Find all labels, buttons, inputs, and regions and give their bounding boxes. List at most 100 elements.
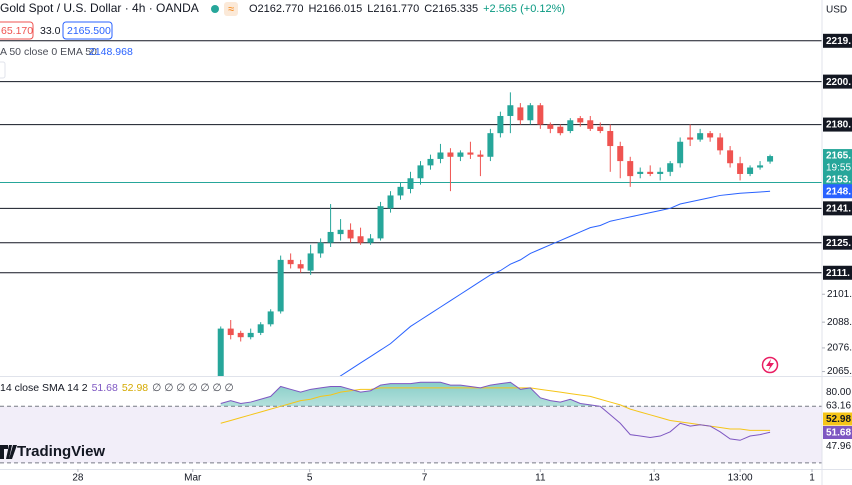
level-label: 2200. — [826, 77, 851, 88]
candle-body — [377, 206, 384, 239]
last-price: 2165. — [826, 151, 851, 162]
indicator-value: 2148.968 — [89, 46, 133, 58]
price-line-label-box — [823, 172, 852, 187]
rsi-axis-label: 47.96 — [826, 441, 851, 452]
close-value: C2165.335 — [424, 3, 478, 15]
candle-body — [217, 328, 224, 376]
candle-body — [737, 163, 744, 174]
candle-body — [277, 259, 284, 312]
level-label-box — [823, 235, 852, 250]
change-value: +2.565 (+0.12%) — [483, 3, 565, 15]
rsi-axis-label: 51.68 — [826, 428, 851, 439]
x-tick-label: 28 — [72, 473, 84, 484]
candle-body — [307, 253, 314, 271]
candle-body — [497, 115, 504, 134]
candle-body — [577, 118, 584, 123]
ema-line — [339, 190, 771, 376]
candle-body — [317, 242, 324, 254]
level-label: 2180. — [826, 120, 851, 131]
collapse-button[interactable] — [0, 61, 6, 79]
countdown: 19:55 — [826, 163, 851, 174]
x-tick-label: 13 — [649, 473, 661, 484]
candle-body — [697, 133, 704, 140]
high-value: H2166.015 — [308, 3, 362, 15]
rsi-axis-label-box — [823, 412, 852, 426]
candle-body — [557, 126, 564, 134]
spread: 33.0 — [40, 25, 61, 37]
x-tick-label: 1 — [809, 473, 815, 484]
candle-body — [567, 120, 574, 132]
level-label: 2111. — [826, 268, 850, 279]
buy-box[interactable] — [62, 21, 113, 40]
x-tick-label: 7 — [422, 473, 428, 484]
buy-price[interactable]: 2165.500 — [67, 25, 111, 37]
candle-body — [687, 137, 694, 140]
candle-body — [387, 195, 394, 209]
badge: ≈ — [228, 3, 234, 15]
rsi-sma-line — [220, 387, 771, 431]
candle-body — [747, 167, 754, 174]
rsi-line — [220, 381, 771, 441]
candle-body — [617, 146, 624, 162]
candle-body — [487, 133, 494, 157]
y-tick-label: 2101. — [827, 289, 852, 300]
logo-icon — [0, 445, 17, 459]
level-label: 2125. — [826, 238, 851, 249]
sell-price[interactable]: 65.170 — [1, 25, 33, 37]
candle-body — [647, 171, 654, 174]
candle-body — [407, 178, 414, 189]
logo: TradingView — [17, 443, 105, 460]
candle-body — [297, 264, 304, 269]
sell-box[interactable] — [0, 21, 34, 40]
candle-body — [327, 231, 334, 243]
candle-body — [367, 238, 374, 243]
rsi-value: 51.68 — [92, 382, 118, 394]
ema-axis-label: 2148. — [826, 186, 851, 197]
x-tick-label: 5 — [307, 473, 313, 484]
candle-body — [347, 229, 354, 239]
y-tick-label: 2076. — [827, 343, 852, 354]
alert-icon-bolt — [766, 359, 774, 371]
last-price-box — [823, 149, 852, 176]
candle-body — [227, 328, 234, 336]
candle-body — [727, 150, 734, 164]
candle-body — [677, 141, 684, 164]
candle-body — [337, 229, 344, 235]
candle-body — [587, 120, 594, 129]
level-label-box — [823, 265, 852, 280]
candle-body — [767, 156, 774, 162]
candle-body — [517, 107, 524, 121]
candle-body — [417, 165, 424, 179]
ema-axis-label-box — [823, 184, 852, 199]
chart-title: Gold Spot / U.S. Dollar · 4h · OANDA — [0, 1, 199, 15]
rsi-axis-label: 52.98 — [826, 414, 851, 425]
currency[interactable]: USD — [826, 5, 847, 16]
candle-body — [607, 131, 614, 147]
open-value: O2162.770 — [249, 3, 303, 15]
candle-body — [257, 324, 264, 333]
candle-body — [437, 152, 444, 159]
candle-body — [447, 152, 454, 157]
rsi-sma-value: 52.98 — [122, 382, 148, 394]
x-tick-label: 11 — [535, 473, 546, 484]
candle-body — [357, 236, 364, 243]
candle-body — [267, 311, 274, 325]
candle-body — [427, 158, 434, 166]
candle-body — [247, 332, 254, 338]
level-label: 2219. — [826, 36, 851, 47]
candle-body — [667, 163, 674, 172]
rsi-axis-label: 63.16 — [826, 401, 851, 412]
candle-body — [707, 133, 714, 138]
candle-body — [537, 105, 544, 125]
market-status-dot — [211, 5, 219, 13]
level-label-box — [823, 74, 852, 89]
rsi-axis-label-box — [823, 426, 852, 439]
candle-body — [657, 171, 664, 174]
candle-body — [757, 165, 764, 168]
price-pane — [0, 40, 822, 376]
candle-body — [397, 186, 404, 196]
candle-body — [717, 137, 724, 151]
candle-body — [597, 126, 604, 132]
rsi-extra: ∅ ∅ ∅ ∅ ∅ ∅ ∅ — [152, 382, 234, 394]
